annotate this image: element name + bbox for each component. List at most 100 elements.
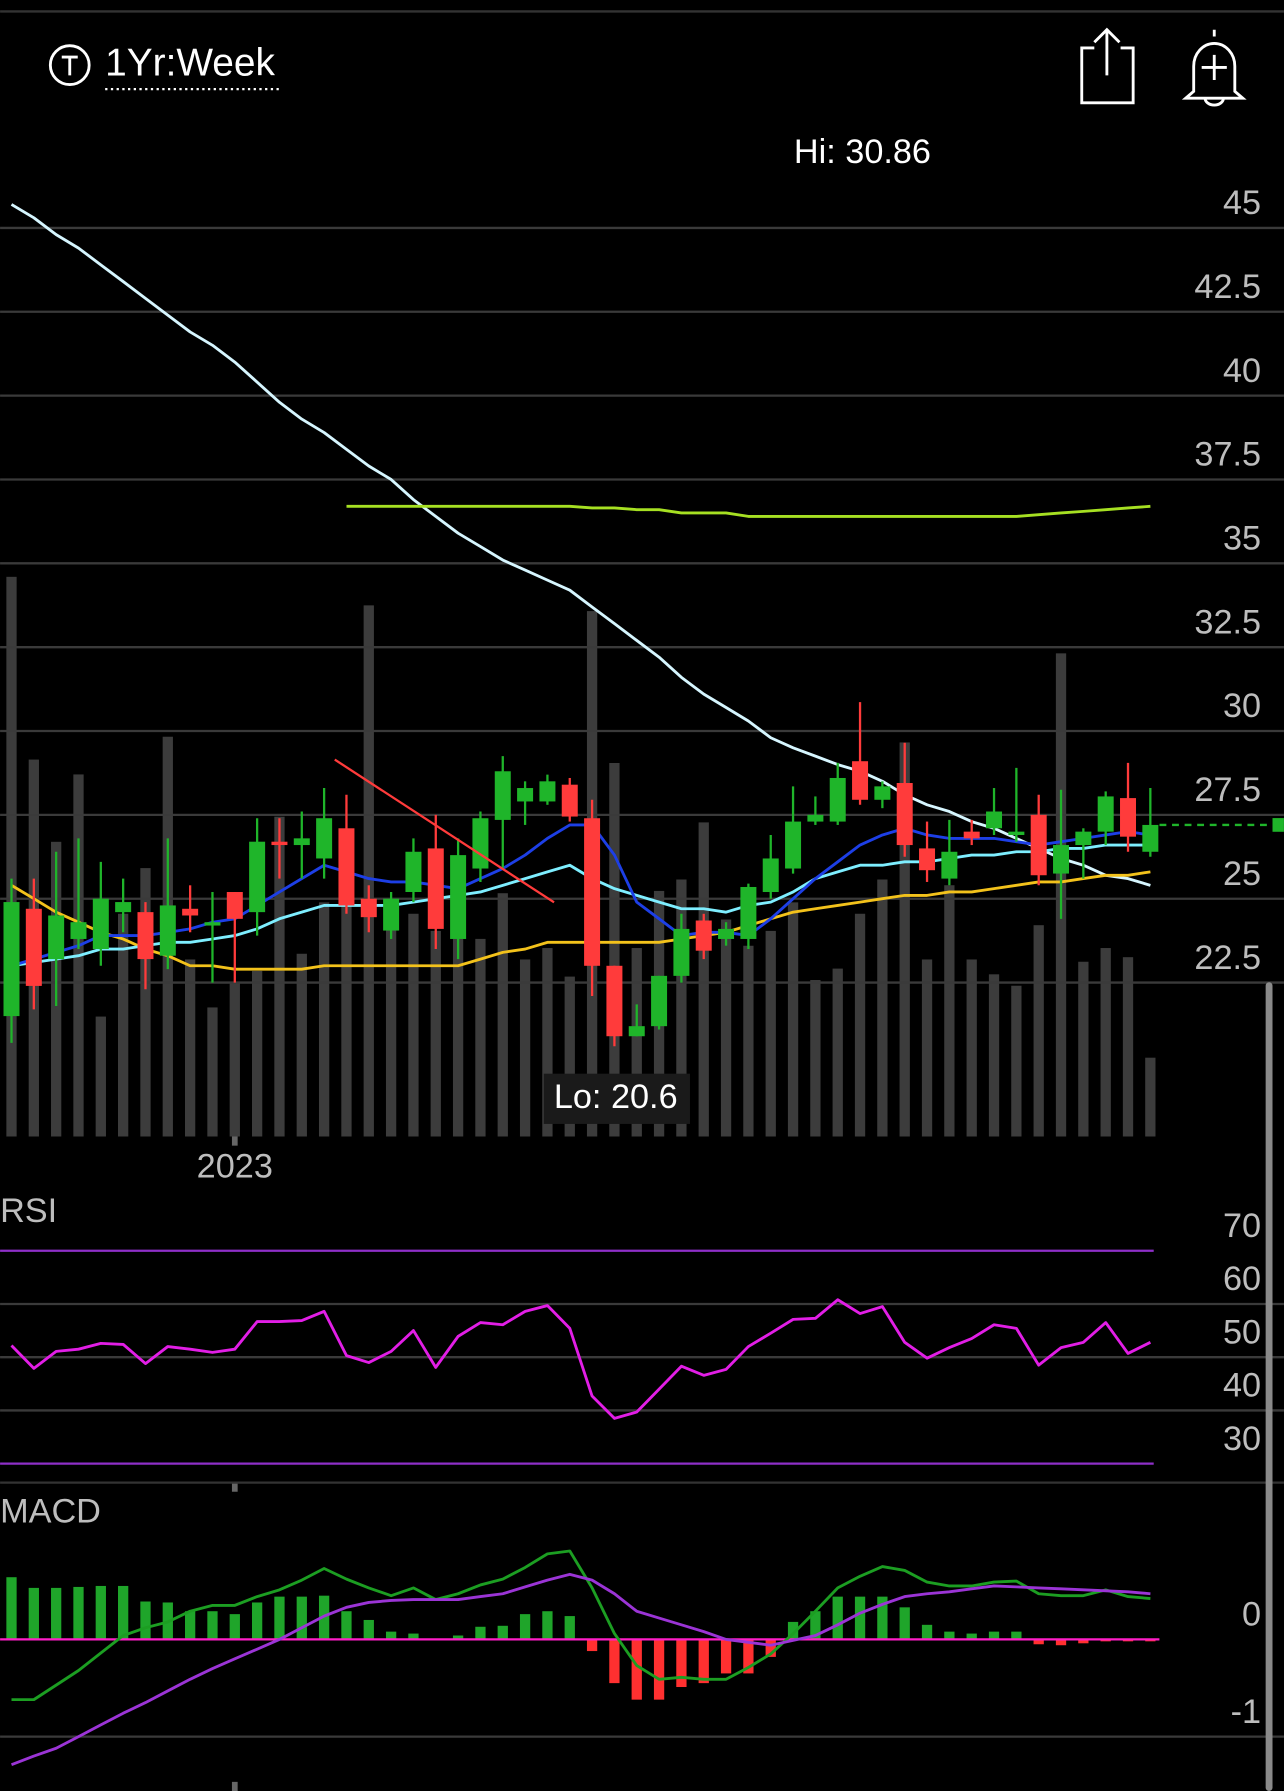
y-tick-label: 45 (1223, 184, 1261, 222)
volume-bar (207, 1007, 218, 1137)
volume-bar (140, 868, 151, 1137)
y-tick-label: 40 (1223, 352, 1261, 390)
volume-bar (430, 930, 441, 1137)
macd-histogram-bar (542, 1611, 553, 1640)
macd-histogram-bar (877, 1596, 888, 1640)
candle-body (1008, 831, 1025, 835)
volume-bar (341, 885, 352, 1137)
range-icon (48, 44, 91, 86)
candle-body (25, 908, 42, 986)
volume-bar (810, 980, 821, 1137)
moving-average-line (10, 870, 1151, 971)
y-tick-label: 37.5 (1194, 436, 1261, 474)
candle-body (606, 965, 623, 1037)
macd-histogram-bar (854, 1596, 866, 1640)
candle-body (986, 811, 1003, 829)
macd-histogram-bar (653, 1639, 665, 1700)
y-tick-label: 40 (1223, 1367, 1261, 1405)
macd-histogram-bar (1078, 1639, 1089, 1644)
volume-bar (497, 893, 508, 1137)
y-tick-label: 30 (1223, 1420, 1261, 1458)
macd-histogram-bar (899, 1607, 910, 1640)
volume-bar (408, 913, 419, 1137)
candle-body (338, 828, 355, 906)
y-tick-label: 32.5 (1194, 603, 1261, 641)
macd-histogram-bar (810, 1611, 821, 1640)
x-tick-label: 2023 (197, 1148, 273, 1186)
macd-histogram-bar (6, 1577, 17, 1640)
volume-bar (475, 938, 486, 1137)
candle-body (159, 905, 176, 956)
rsi-line (10, 1298, 1152, 1420)
macd-histogram-bar (832, 1596, 843, 1640)
candle-body (1030, 814, 1047, 876)
candle-body (383, 898, 400, 931)
alert-button[interactable] (1181, 29, 1247, 107)
candle-body (852, 761, 869, 800)
y-tick-label: 27.5 (1194, 771, 1261, 809)
candle-body (226, 892, 243, 919)
volume-bar (229, 982, 240, 1137)
y-tick-label: 30 (1223, 687, 1261, 725)
volume-bar (1122, 957, 1134, 1137)
macd-histogram-bar (385, 1631, 397, 1640)
candle-body (293, 838, 310, 846)
range-selector[interactable]: 1Yr:Week (48, 41, 282, 91)
candle-body (1053, 845, 1070, 874)
bell-plus (1201, 54, 1227, 80)
volume-bar (296, 953, 307, 1137)
volume-bar (363, 605, 374, 1137)
macd-histogram-bar (95, 1585, 106, 1640)
candle-body (360, 898, 377, 918)
y-tick-label: 22.5 (1194, 939, 1261, 977)
volume-bar (184, 959, 196, 1137)
high-label: Hi: 30.86 (794, 133, 931, 171)
volume-bar (318, 902, 330, 1137)
range-label[interactable]: 1Yr:Week (105, 41, 275, 84)
macd-histogram-bar (743, 1639, 754, 1674)
macd-histogram-bar (519, 1614, 531, 1640)
candle-body (427, 848, 444, 929)
macd-histogram-bar (1055, 1639, 1067, 1646)
candle-body (651, 975, 668, 1027)
macd-histogram-bar (497, 1625, 508, 1640)
candle-body (785, 821, 802, 869)
candle-body (137, 912, 154, 960)
volume-bar (452, 913, 464, 1137)
volume-bar (251, 970, 263, 1137)
macd-histogram-bar (475, 1626, 486, 1640)
macd-histogram-bar (765, 1639, 776, 1657)
candle-body (896, 783, 913, 846)
macd-histogram-bar (564, 1616, 575, 1640)
plot-layer: 22.5 25 27.5 30 32.5 35 37.5 40 42.5 45 2023 30 40 50… (0, 184, 1284, 1791)
macd-histogram-bar (73, 1586, 84, 1640)
y-tick-label: -1 (1231, 1693, 1261, 1731)
candle-body (517, 788, 534, 802)
macd-histogram-bar (207, 1611, 218, 1640)
volume-bar (385, 902, 397, 1137)
volume-bar (743, 945, 754, 1137)
volume-bar (944, 885, 955, 1137)
volume-bar (899, 742, 910, 1137)
scrollbar[interactable] (1265, 982, 1273, 1791)
candle-body (829, 777, 846, 822)
candle-body (1075, 831, 1092, 846)
candle-body (695, 920, 712, 951)
signal-line (10, 1572, 1151, 1767)
volume-bar (877, 879, 888, 1137)
macd-histogram-bar (140, 1601, 151, 1640)
macd-histogram-bar (28, 1587, 39, 1640)
share-arrow (1093, 27, 1121, 76)
low-label-bg (543, 1073, 690, 1124)
candle-body (718, 928, 735, 939)
volume-bar (765, 930, 776, 1137)
volume-bar (6, 576, 17, 1137)
volume-bar (274, 816, 285, 1137)
macd-histogram-bar (229, 1614, 240, 1640)
macd-histogram-bar (296, 1596, 307, 1640)
candle-body (70, 922, 87, 939)
macd-histogram-bar (274, 1596, 285, 1640)
share-button[interactable] (1080, 27, 1135, 105)
share-icon (1080, 46, 1135, 105)
